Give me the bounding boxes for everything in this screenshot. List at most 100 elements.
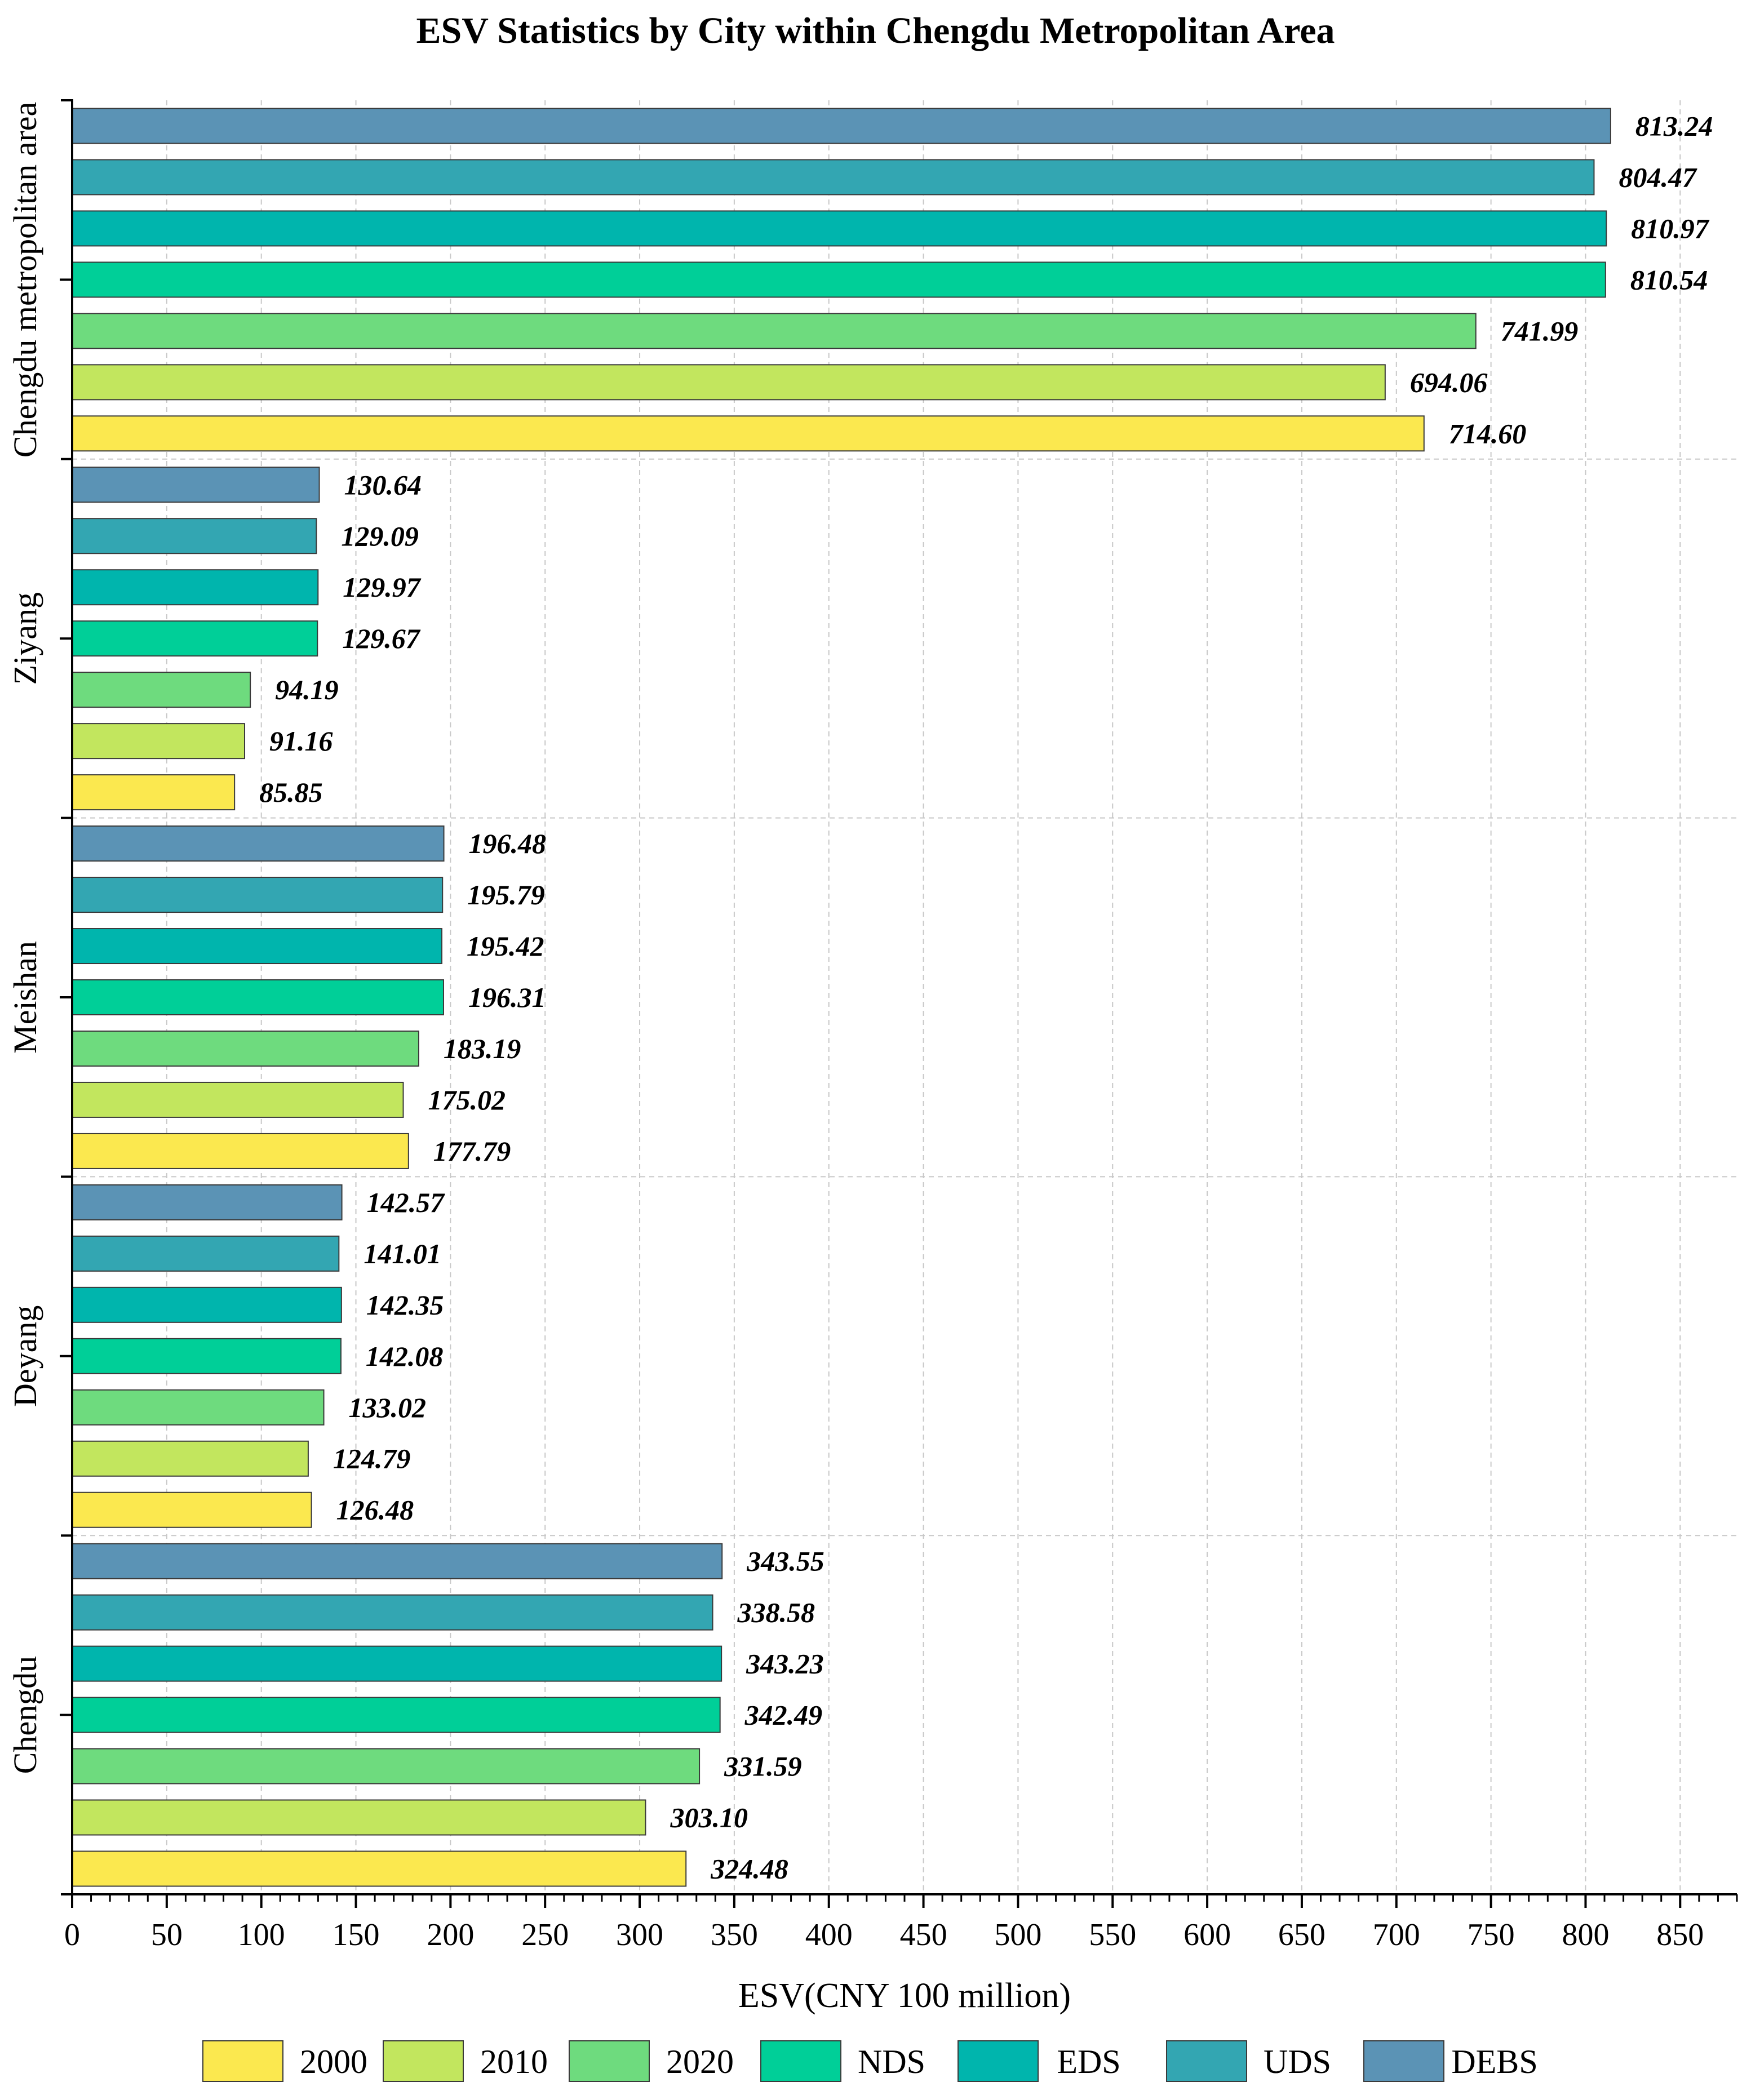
x-tick-label-650: 650 — [1278, 1917, 1326, 1952]
bar-chengdu-metropolitan-area-uds — [72, 159, 1595, 196]
category-label-chengdu-metropolitan-area: Chengdu metropolitan area — [7, 102, 43, 458]
bar-chengdu-2020 — [72, 1748, 701, 1784]
value-label-deyang-2010: 124.79 — [333, 1443, 411, 1475]
value-label-meishan-2010: 175.02 — [428, 1084, 506, 1116]
chart-title: ESV Statistics by City within Chengdu Me… — [416, 10, 1335, 51]
legend-label-2020: 2020 — [666, 2043, 734, 2080]
value-label-deyang-eds: 142.35 — [366, 1289, 444, 1321]
value-label-chengdu-metropolitan-area-uds: 804.47 — [1619, 161, 1697, 193]
bar-deyang-2020 — [72, 1389, 325, 1426]
value-label-meishan-2000: 177.79 — [433, 1135, 511, 1167]
value-label-ziyang-nds: 129.67 — [342, 623, 421, 654]
bar-meishan-uds — [72, 877, 444, 913]
value-label-ziyang-2000: 85.85 — [259, 776, 323, 808]
value-label-chengdu-2010: 303.10 — [670, 1802, 748, 1833]
value-label-chengdu-nds: 342.49 — [744, 1699, 823, 1731]
value-label-ziyang-eds: 129.97 — [343, 571, 422, 603]
bar-deyang-debs — [72, 1184, 343, 1220]
bar-ziyang-uds — [72, 518, 317, 554]
legend-label-nds: NDS — [858, 2043, 925, 2080]
bar-ziyang-eds — [72, 569, 319, 606]
bar-meishan-2010 — [72, 1081, 404, 1118]
value-label-deyang-2000: 126.48 — [336, 1494, 414, 1526]
x-tick-label-350: 350 — [711, 1917, 758, 1952]
bar-deyang-eds — [72, 1286, 342, 1323]
bar-chengdu-nds — [72, 1697, 721, 1733]
value-label-meishan-nds: 196.31 — [468, 982, 546, 1013]
bar-ziyang-nds — [72, 620, 318, 657]
value-label-chengdu-eds: 343.23 — [746, 1648, 824, 1680]
x-tick-label-300: 300 — [616, 1917, 663, 1952]
bar-ziyang-2000 — [72, 774, 236, 811]
legend-swatch-eds — [957, 2040, 1039, 2082]
x-tick-label-700: 700 — [1373, 1917, 1420, 1952]
x-tick-label-150: 150 — [333, 1917, 380, 1952]
value-label-meishan-2020: 183.19 — [444, 1033, 521, 1064]
bar-meishan-2000 — [72, 1133, 409, 1169]
bar-chengdu-metropolitan-area-debs — [72, 108, 1611, 144]
legend-swatch-nds — [760, 2040, 841, 2082]
bar-deyang-2000 — [72, 1491, 312, 1528]
x-tick-label-850: 850 — [1656, 1917, 1704, 1952]
value-label-ziyang-2010: 91.16 — [269, 725, 333, 757]
x-tick-label-500: 500 — [994, 1917, 1041, 1952]
category-label-ziyang: Ziyang — [7, 592, 43, 685]
value-label-chengdu-2000: 324.48 — [710, 1853, 788, 1885]
x-tick-label-250: 250 — [521, 1917, 569, 1952]
bar-chengdu-metropolitan-area-eds — [72, 210, 1607, 247]
legend-swatch-uds — [1166, 2040, 1247, 2082]
bar-chengdu-eds — [72, 1645, 722, 1682]
category-label-meishan: Meishan — [7, 941, 43, 1054]
legend-swatch-2000 — [202, 2040, 283, 2082]
value-label-deyang-nds: 142.08 — [366, 1340, 444, 1372]
bar-chengdu-2010 — [72, 1799, 646, 1836]
value-label-meishan-eds: 195.42 — [467, 930, 544, 962]
bar-deyang-nds — [72, 1338, 342, 1374]
x-tick-label-50: 50 — [151, 1917, 183, 1952]
bar-meishan-eds — [72, 928, 442, 965]
value-label-ziyang-debs: 130.64 — [344, 469, 422, 500]
category-label-deyang: Deyang — [7, 1306, 43, 1407]
bar-chengdu-metropolitan-area-2000 — [72, 415, 1425, 452]
bar-chengdu-debs — [72, 1543, 723, 1579]
bar-meishan-debs — [72, 825, 445, 862]
value-label-deyang-2020: 133.02 — [349, 1392, 427, 1423]
value-label-ziyang-uds: 129.09 — [341, 520, 419, 552]
bar-ziyang-2010 — [72, 723, 246, 760]
x-tick-label-0: 0 — [64, 1917, 80, 1952]
value-label-chengdu-metropolitan-area-2010: 694.06 — [1410, 366, 1488, 398]
bar-ziyang-2020 — [72, 672, 251, 708]
x-axis-title: ESV(CNY 100 million) — [738, 1977, 1071, 2015]
value-label-chengdu-debs: 343.55 — [746, 1546, 824, 1577]
value-label-chengdu-metropolitan-area-debs: 813.24 — [1635, 110, 1713, 141]
bar-deyang-uds — [72, 1235, 340, 1272]
x-tick-label-550: 550 — [1089, 1917, 1136, 1952]
legend-swatch-2010 — [383, 2040, 464, 2082]
value-label-deyang-debs: 142.57 — [367, 1187, 446, 1218]
legend-swatch-debs — [1363, 2040, 1444, 2082]
legend-swatch-2020 — [569, 2040, 650, 2082]
bar-chengdu-uds — [72, 1594, 713, 1631]
legend-label-eds: EDS — [1057, 2043, 1120, 2080]
value-label-chengdu-metropolitan-area-2000: 714.60 — [1449, 418, 1527, 449]
x-tick-label-750: 750 — [1468, 1917, 1515, 1952]
value-label-chengdu-2020: 331.59 — [724, 1751, 802, 1782]
value-label-deyang-uds: 141.01 — [364, 1238, 441, 1269]
bar-meishan-2020 — [72, 1030, 419, 1067]
legend-label-uds: UDS — [1264, 2043, 1331, 2080]
legend-label-debs: DEBS — [1451, 2043, 1537, 2080]
x-tick-label-400: 400 — [805, 1917, 853, 1952]
value-label-meishan-debs: 196.48 — [469, 828, 547, 859]
x-tick-label-200: 200 — [427, 1917, 474, 1952]
x-tick-label-600: 600 — [1183, 1917, 1231, 1952]
value-label-chengdu-uds: 338.58 — [737, 1597, 815, 1628]
value-label-chengdu-metropolitan-area-nds: 810.54 — [1630, 264, 1708, 295]
value-label-chengdu-metropolitan-area-2020: 741.99 — [1501, 315, 1579, 347]
category-label-chengdu: Chengdu — [7, 1656, 43, 1774]
bar-chengdu-metropolitan-area-2010 — [72, 364, 1386, 401]
bar-meishan-nds — [72, 979, 444, 1015]
value-label-ziyang-2020: 94.19 — [275, 674, 339, 705]
x-tick-label-450: 450 — [900, 1917, 947, 1952]
bar-chengdu-metropolitan-area-2020 — [72, 313, 1477, 349]
